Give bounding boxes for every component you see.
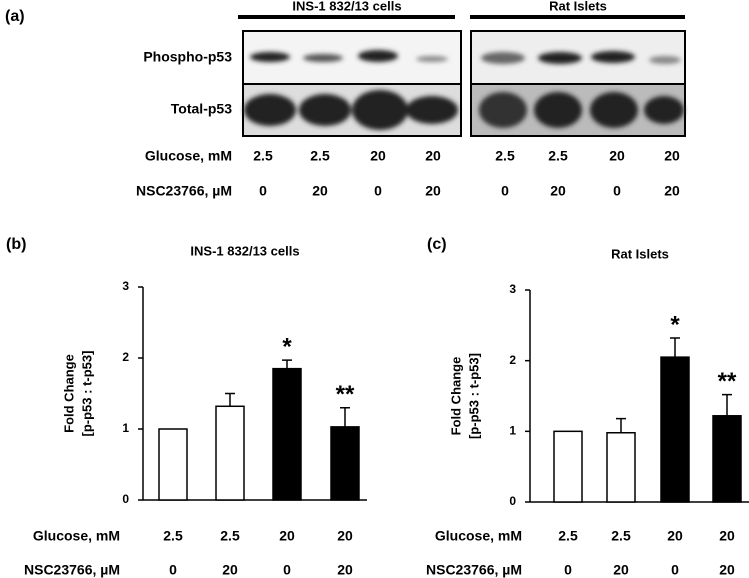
- y-axis-label: Fold Change: [448, 357, 463, 436]
- significance-label: *: [282, 333, 292, 360]
- y-axis-label: [p-p53 : t-p53]: [79, 351, 94, 437]
- condition-value: 20: [425, 183, 441, 199]
- error-bar: [282, 359, 292, 369]
- panel-label: (c): [427, 236, 447, 253]
- panel-label: (b): [6, 236, 26, 253]
- bar: [158, 428, 188, 501]
- condition-value: 20: [312, 183, 328, 199]
- condition-name: NSC23766, µM: [426, 562, 522, 578]
- y-tick-label: 1: [122, 421, 129, 435]
- condition-value: 20: [719, 528, 735, 544]
- condition-value: 0: [259, 183, 267, 199]
- condition-name: NSC23766, µM: [136, 183, 232, 199]
- chart-title: Rat Islets: [611, 246, 669, 261]
- significance-label: **: [718, 368, 737, 395]
- error-bar: [722, 393, 732, 416]
- condition-value: 0: [564, 562, 572, 578]
- condition-value: 20: [613, 562, 629, 578]
- bar: [272, 367, 302, 501]
- condition-value: 0: [283, 562, 291, 578]
- condition-value: 20: [719, 562, 735, 578]
- y-tick-label: 3: [122, 279, 129, 293]
- significance-label: *: [670, 311, 680, 338]
- bar: [215, 405, 245, 501]
- row-label: Total-p53: [171, 101, 232, 117]
- condition-value: 2.5: [611, 528, 631, 544]
- y-tick-label: 3: [509, 282, 516, 296]
- condition-value: 20: [667, 528, 683, 544]
- condition-value: 0: [169, 562, 177, 578]
- significance-label: **: [336, 381, 355, 408]
- condition-value: 0: [671, 562, 679, 578]
- chart-title: INS-1 832/13 cells: [190, 243, 299, 258]
- bar: [330, 426, 360, 501]
- condition-value: 0: [374, 183, 382, 199]
- blot-layout: [238, 15, 686, 137]
- condition-value: 20: [609, 148, 625, 164]
- condition-value: 20: [337, 562, 353, 578]
- condition-value: 0: [613, 183, 621, 199]
- condition-value: 2.5: [548, 148, 568, 164]
- condition-value: 2.5: [495, 148, 515, 164]
- condition-value: 20: [425, 148, 441, 164]
- y-tick-label: 0: [122, 492, 129, 506]
- condition-value: 2.5: [310, 148, 330, 164]
- bar: [553, 430, 583, 503]
- y-tick-label: 1: [509, 424, 516, 438]
- group-label: Rat Islets: [549, 0, 607, 13]
- condition-value: 2.5: [220, 528, 240, 544]
- condition-value: 2.5: [163, 528, 183, 544]
- y-tick-label: 2: [509, 353, 516, 367]
- condition-name: Glucose, mM: [435, 528, 522, 544]
- y-axis-label: Fold Change: [61, 354, 76, 433]
- group-label: INS-1 832/13 cells: [292, 0, 401, 13]
- error-bar: [225, 392, 235, 407]
- error-bar: [340, 406, 350, 427]
- bar: [712, 415, 742, 503]
- condition-value: 20: [279, 528, 295, 544]
- condition-value: 20: [337, 528, 353, 544]
- condition-name: Glucose, mM: [33, 528, 120, 544]
- y-axis-label: [p-p53 : t-p53]: [466, 353, 481, 439]
- row-label: Phospho-p53: [143, 49, 232, 65]
- condition-value: 20: [664, 183, 680, 199]
- condition-value: 20: [664, 148, 680, 164]
- condition-value: 20: [550, 183, 566, 199]
- bar: [660, 356, 690, 503]
- y-tick-label: 0: [509, 494, 516, 508]
- condition-value: 2.5: [558, 528, 578, 544]
- condition-value: 20: [370, 148, 386, 164]
- condition-value: 2.5: [253, 148, 273, 164]
- condition-name: NSC23766, µM: [24, 562, 120, 578]
- y-tick-label: 2: [122, 350, 129, 364]
- error-bar: [616, 417, 626, 433]
- condition-value: 20: [222, 562, 238, 578]
- bar: [606, 431, 636, 503]
- error-bar: [670, 337, 680, 358]
- condition-value: 0: [501, 183, 509, 199]
- panel-label: (a): [5, 8, 25, 25]
- condition-name: Glucose, mM: [145, 148, 232, 164]
